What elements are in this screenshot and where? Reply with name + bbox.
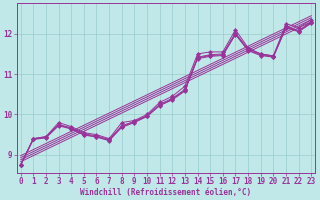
X-axis label: Windchill (Refroidissement éolien,°C): Windchill (Refroidissement éolien,°C) bbox=[80, 188, 252, 197]
